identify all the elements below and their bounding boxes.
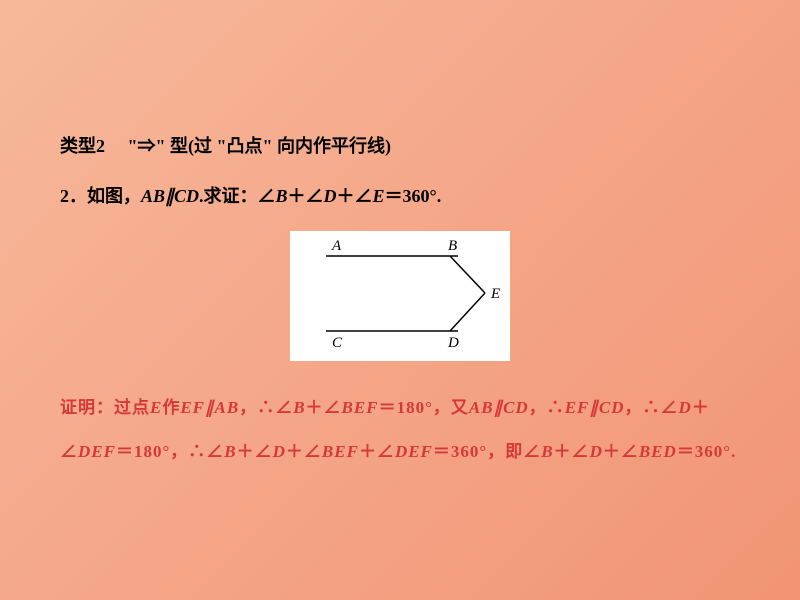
proof-text: ，∴∠ — [624, 398, 678, 417]
problem-plus2: ＋∠ — [337, 186, 373, 206]
proof-var: D — [273, 442, 286, 461]
problem-plus1: ＋∠ — [288, 186, 324, 206]
svg-text:C: C — [332, 335, 343, 351]
proof-text: 作 — [162, 398, 180, 417]
problem-d: D — [324, 186, 337, 206]
proof-text: ＋∠ — [603, 442, 639, 461]
proof-var: EF∥AB — [180, 398, 239, 417]
proof-var: B — [293, 398, 305, 417]
proof-text: ＝180°，又 — [379, 398, 469, 417]
proof-label: 证明： — [60, 398, 114, 417]
proof-var: EF∥CD — [565, 398, 625, 417]
proof-text: ，∴ — [529, 398, 565, 417]
problem-suffix: .求证：∠ — [199, 186, 276, 206]
proof-text: ＝360°. — [677, 442, 737, 461]
svg-text:A: A — [331, 238, 342, 254]
proof-text: ＋∠ — [237, 442, 273, 461]
proof-text: ＋∠ — [306, 398, 342, 417]
problem-prefix: 2．如图， — [60, 186, 141, 206]
proof-var: B — [224, 442, 236, 461]
proof-text: ＝180°，∴∠ — [116, 442, 224, 461]
proof-text: ＋∠ — [554, 442, 590, 461]
proof-var: BEF — [342, 398, 379, 417]
proof-var: BEF — [322, 442, 359, 461]
proof-var: DEF — [395, 442, 433, 461]
proof-var: D — [590, 442, 603, 461]
problem-given: AB∥CD — [141, 186, 199, 206]
proof-text: ，∴∠ — [239, 398, 293, 417]
svg-text:B: B — [448, 238, 457, 254]
type-heading: 类型2 "⇒" 型(过 "凸点" 向内作平行线) — [60, 130, 740, 162]
proof-block: 证明：过点E作EF∥AB，∴∠B＋∠BEF＝180°，又AB∥CD，∴EF∥CD… — [60, 386, 740, 474]
problem-e: E — [373, 186, 385, 206]
proof-text: ＝360°，即∠ — [433, 442, 541, 461]
geometry-figure: A B C D E — [290, 231, 510, 361]
proof-text: ＋∠ — [286, 442, 322, 461]
problem-b: B — [276, 186, 288, 206]
proof-text: ＋∠ — [359, 442, 395, 461]
figure-svg: A B C D E — [290, 231, 510, 361]
svg-text:D: D — [447, 335, 459, 351]
proof-var: DEF — [78, 442, 116, 461]
proof-var: E — [150, 398, 162, 417]
proof-var: AB∥CD — [469, 398, 529, 417]
proof-var: BED — [639, 442, 677, 461]
proof-var: B — [541, 442, 553, 461]
proof-var: D — [678, 398, 691, 417]
type-label: 类型2 "⇒" 型(过 "凸点" 向内作平行线) — [60, 136, 391, 156]
proof-body: 过点E作EF∥AB，∴∠B＋∠BEF＝180°，又AB∥CD，∴EF∥CD，∴∠… — [60, 398, 736, 461]
svg-text:E: E — [490, 286, 500, 302]
proof-text: 过点 — [114, 398, 150, 417]
problem-line: 2．如图，AB∥CD.求证：∠B＋∠D＋∠E＝360°. — [60, 180, 740, 212]
problem-eq: ＝360°. — [385, 186, 442, 206]
